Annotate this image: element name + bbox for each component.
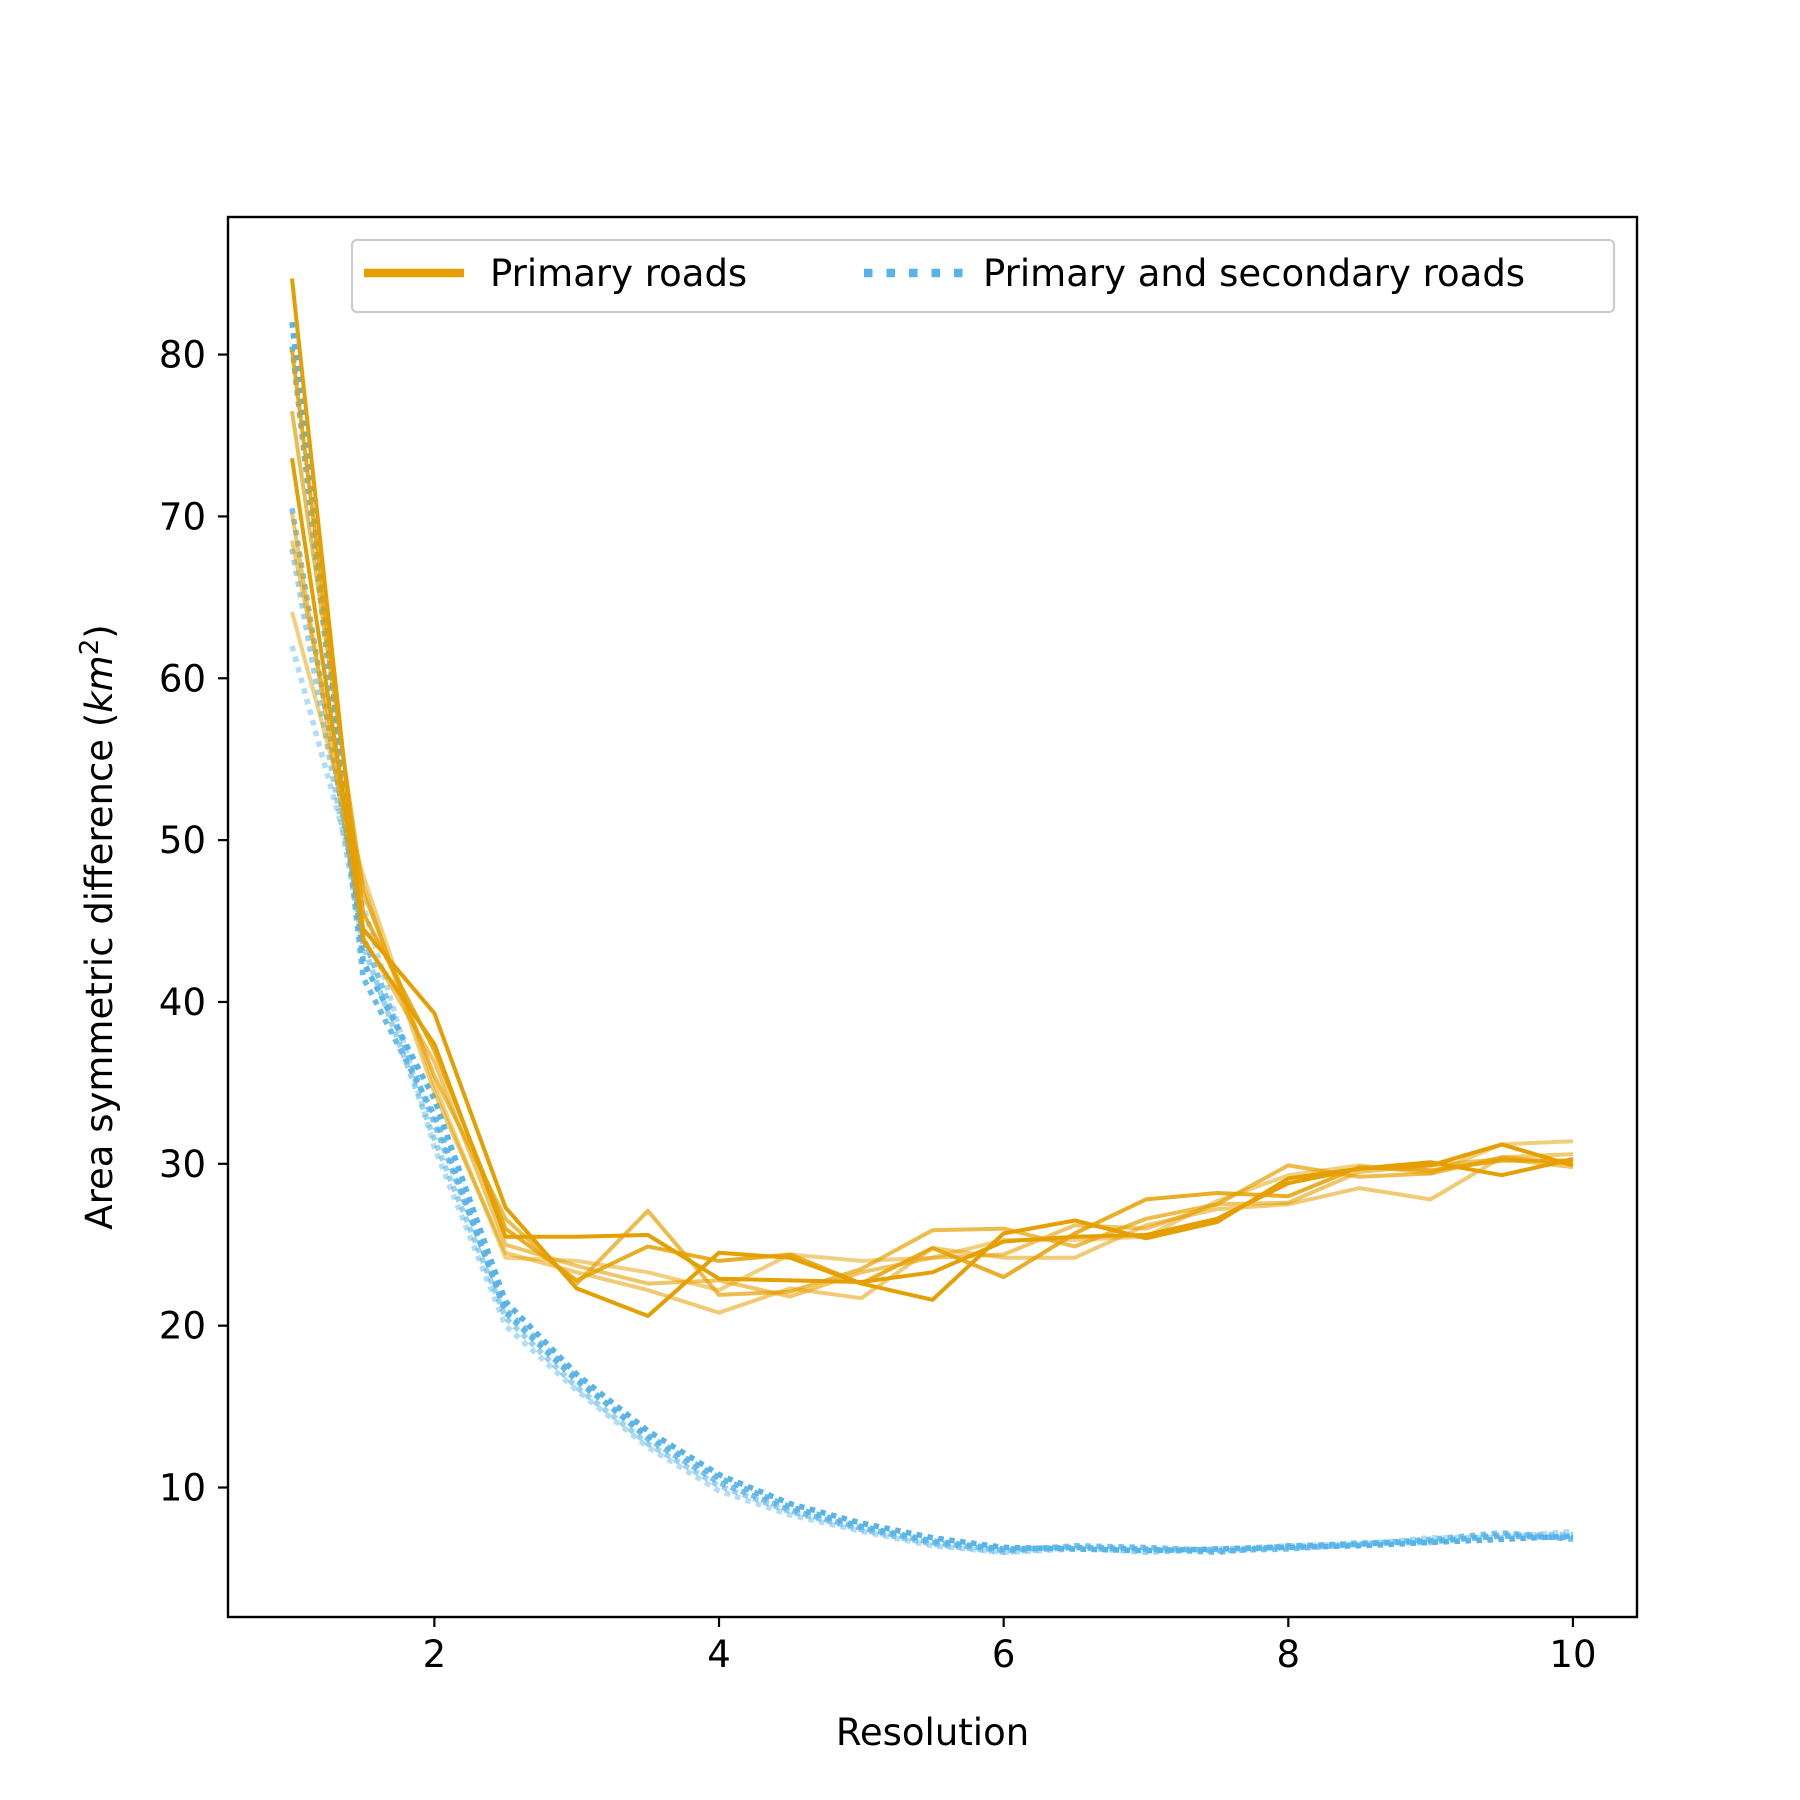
y-axis: 10 20 30 40 50 60 70 80 — [159, 334, 228, 1510]
x-axis: 2 4 6 8 10 — [423, 1617, 1597, 1676]
x-tick-label: 8 — [1277, 1633, 1301, 1676]
primary-roads-line-7 — [290, 611, 1574, 1293]
y-tick-label: 20 — [159, 1305, 206, 1348]
axes-frame — [226, 215, 1639, 1619]
y-tick-label: 70 — [159, 495, 206, 538]
y-tick-label: 40 — [159, 981, 206, 1024]
y-axis-label-unit: km — [78, 655, 121, 712]
y-tick-label: 60 — [159, 657, 206, 700]
secondary-roads-line-5 — [289, 645, 1574, 1556]
legend-label-secondary: Primary and secondary roads — [983, 252, 1525, 295]
y-tick-label: 80 — [159, 334, 206, 377]
y-tick-label: 30 — [159, 1143, 206, 1186]
x-tick-label: 2 — [423, 1633, 447, 1676]
y-tick-label: 50 — [159, 819, 206, 862]
x-tick-label: 6 — [992, 1633, 1016, 1676]
y-axis-label-text: Area symmetric difference ( — [78, 713, 121, 1230]
series-layer — [289, 278, 1574, 1556]
legend-label-primary: Primary roads — [490, 252, 747, 295]
y-axis-label: Area symmetric difference (km2) — [75, 624, 121, 1229]
x-tick-label: 4 — [707, 1633, 731, 1676]
secondary-roads-line-3 — [289, 507, 1574, 1554]
legend-box — [350, 238, 1616, 314]
x-axis-label: Resolution — [836, 1711, 1029, 1754]
legend: Primary roads Primary and secondary road… — [350, 238, 1616, 314]
y-axis-label-superscript: 2 — [75, 639, 105, 656]
x-tick-label: 10 — [1549, 1633, 1596, 1676]
primary-roads-line-4 — [290, 410, 1574, 1297]
y-tick-label: 10 — [159, 1467, 206, 1510]
y-axis-label-close: ) — [78, 624, 121, 638]
secondary-roads-line-1 — [289, 321, 1574, 1554]
